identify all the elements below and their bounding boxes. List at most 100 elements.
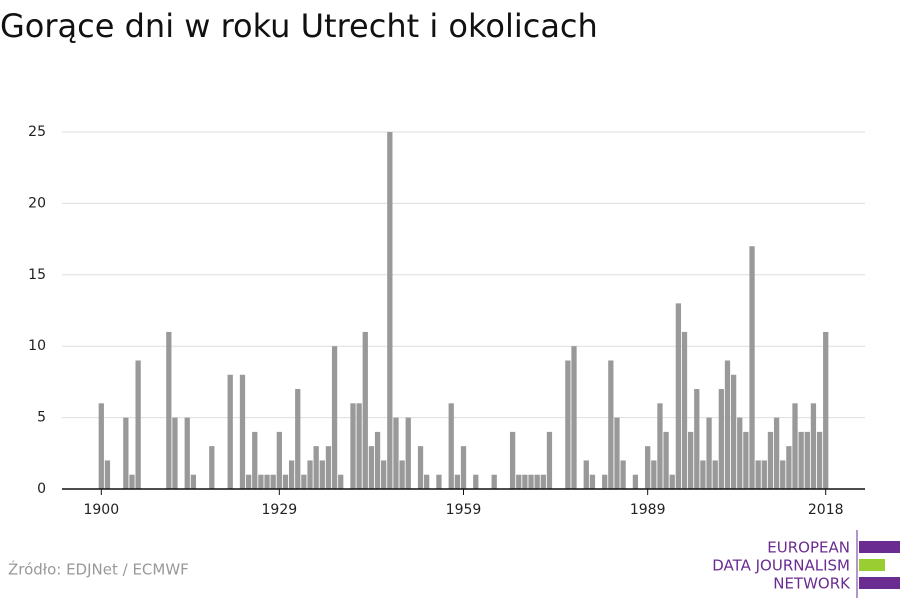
x-tick-label: 1959 <box>446 502 482 518</box>
bar <box>295 389 301 489</box>
bar <box>528 474 534 489</box>
bar <box>184 417 190 489</box>
bar <box>792 403 798 489</box>
bar <box>565 360 571 489</box>
logo-bar <box>859 577 900 589</box>
bar <box>632 474 639 489</box>
bar <box>454 474 461 489</box>
bar <box>325 446 332 489</box>
bar <box>209 446 215 489</box>
bar <box>288 460 295 489</box>
bar <box>737 417 743 489</box>
bar <box>252 431 258 489</box>
bar <box>245 474 252 489</box>
bar <box>381 460 387 489</box>
bar <box>331 346 338 489</box>
bar <box>798 431 804 489</box>
bar <box>424 474 430 489</box>
bar <box>694 389 700 489</box>
bar <box>319 460 325 489</box>
bar <box>338 474 344 489</box>
bar <box>712 460 718 489</box>
bar <box>810 403 817 489</box>
bar <box>104 460 111 489</box>
bar <box>534 474 540 489</box>
bar <box>761 460 767 489</box>
bar <box>657 403 663 489</box>
bar <box>460 446 467 489</box>
bar <box>743 431 749 489</box>
logo-text: NETWORK <box>773 575 851 593</box>
bar <box>767 431 774 489</box>
bar <box>473 474 479 489</box>
bar <box>387 132 393 489</box>
bar <box>718 389 724 489</box>
bar <box>436 474 442 489</box>
bar <box>135 360 141 489</box>
bar <box>724 360 731 489</box>
logo-bar <box>859 559 885 571</box>
bar <box>602 474 608 489</box>
bar <box>239 374 246 489</box>
x-tick-label: 2018 <box>808 502 844 518</box>
bar <box>301 474 307 489</box>
bar <box>786 446 792 489</box>
bar <box>399 460 405 489</box>
bar <box>823 331 829 489</box>
bar <box>675 303 682 489</box>
bar <box>816 431 823 489</box>
logo-text: EUROPEAN <box>767 539 850 557</box>
chart-title: Gorące dni w roku Utrecht i okolicach <box>0 7 598 45</box>
bar <box>368 446 375 489</box>
bar <box>663 431 669 489</box>
x-tick-label: 1900 <box>83 502 119 518</box>
bar <box>583 460 589 489</box>
bar <box>804 431 810 489</box>
bar <box>571 346 577 489</box>
bar <box>350 403 356 489</box>
bar <box>645 446 651 489</box>
logo-text: DATA JOURNALISM <box>712 557 850 575</box>
bar <box>172 417 178 489</box>
bar <box>780 460 786 489</box>
bar <box>264 474 270 489</box>
bar <box>669 474 675 489</box>
bar <box>123 417 129 489</box>
bar <box>417 446 424 489</box>
bar <box>166 331 172 489</box>
bar <box>393 417 399 489</box>
y-tick-label: 10 <box>28 338 46 354</box>
bar <box>688 431 694 489</box>
x-tick-label: 1989 <box>630 502 666 518</box>
y-tick-label: 25 <box>28 124 46 140</box>
bar <box>608 360 614 489</box>
bar <box>620 460 626 489</box>
bar <box>681 331 688 489</box>
bar <box>773 417 780 489</box>
y-tick-label: 0 <box>37 481 46 497</box>
bar <box>448 403 454 489</box>
y-tick-label: 15 <box>28 267 46 283</box>
bar <box>374 431 381 489</box>
bar <box>651 460 657 489</box>
bar <box>258 474 264 489</box>
bar <box>516 474 522 489</box>
bar <box>282 474 289 489</box>
bar <box>749 246 755 489</box>
bar <box>540 474 546 489</box>
bar <box>522 474 528 489</box>
bar <box>313 446 319 489</box>
y-tick-label: 20 <box>28 195 46 211</box>
bar <box>614 417 620 489</box>
bar <box>270 474 276 489</box>
bar <box>356 403 362 489</box>
logo-bar <box>859 541 900 553</box>
bar <box>491 474 497 489</box>
bar <box>276 431 282 489</box>
bar <box>307 460 313 489</box>
bar <box>589 474 596 489</box>
bar <box>362 331 368 489</box>
bar <box>190 474 197 489</box>
y-tick-label: 5 <box>37 410 46 426</box>
